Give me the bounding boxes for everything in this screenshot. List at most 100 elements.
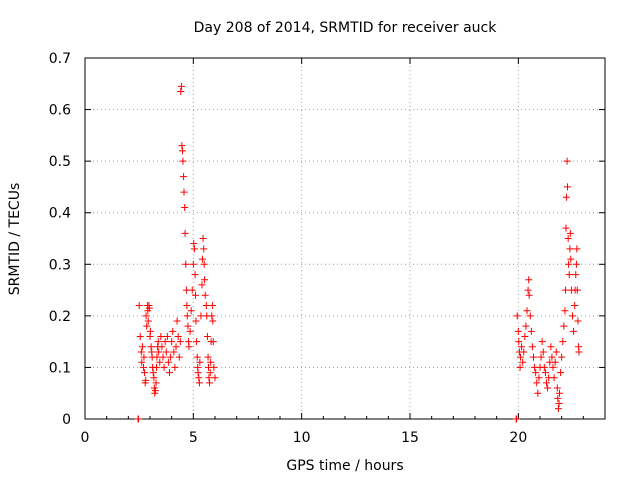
data-point bbox=[513, 312, 521, 320]
data-point bbox=[168, 338, 176, 346]
data-point bbox=[559, 338, 567, 346]
data-point bbox=[182, 286, 190, 294]
data-point bbox=[159, 353, 167, 361]
data-point bbox=[156, 358, 164, 366]
data-point bbox=[569, 312, 576, 320]
data-point bbox=[177, 88, 185, 96]
data-point bbox=[190, 245, 198, 253]
data-point bbox=[562, 224, 570, 232]
data-point bbox=[182, 260, 190, 268]
data-point bbox=[184, 322, 192, 330]
data-point bbox=[144, 317, 152, 325]
data-point bbox=[199, 235, 207, 242]
data-point bbox=[203, 332, 211, 340]
data-point bbox=[205, 374, 213, 382]
data-point bbox=[550, 374, 558, 382]
data-point bbox=[558, 353, 566, 361]
data-point bbox=[565, 260, 573, 268]
data-point bbox=[525, 276, 533, 284]
data-point bbox=[561, 307, 569, 315]
data-point bbox=[138, 358, 146, 366]
data-point bbox=[154, 338, 162, 346]
data-point bbox=[191, 271, 199, 279]
data-point bbox=[192, 317, 200, 325]
data-point bbox=[172, 343, 180, 351]
data-point bbox=[572, 260, 580, 268]
x-tick-label: 20 bbox=[509, 430, 527, 446]
data-point bbox=[183, 302, 191, 310]
data-point bbox=[147, 343, 155, 351]
data-point bbox=[196, 358, 204, 366]
data-point bbox=[194, 369, 202, 377]
data-point bbox=[520, 348, 528, 356]
data-point bbox=[158, 343, 166, 351]
data-point bbox=[181, 229, 189, 237]
data-point bbox=[157, 332, 165, 340]
data-point bbox=[149, 369, 157, 377]
data-point bbox=[528, 343, 536, 351]
data-point bbox=[572, 271, 580, 279]
data-point bbox=[563, 157, 571, 165]
data-point bbox=[175, 353, 183, 361]
data-point bbox=[206, 369, 214, 377]
x-tick-label: 15 bbox=[401, 430, 419, 446]
y-tick-label: 0.4 bbox=[49, 206, 71, 222]
data-point bbox=[174, 332, 182, 340]
data-point bbox=[557, 369, 565, 377]
data-point bbox=[163, 332, 171, 340]
data-point bbox=[556, 389, 563, 397]
data-point bbox=[565, 271, 573, 279]
plot-frame bbox=[84, 57, 606, 420]
data-point bbox=[534, 389, 542, 397]
data-point bbox=[209, 338, 217, 346]
data-point bbox=[571, 302, 579, 310]
data-point bbox=[142, 376, 150, 384]
x-tick-label: 5 bbox=[189, 430, 198, 446]
data-point bbox=[525, 291, 533, 299]
data-point bbox=[206, 379, 214, 387]
data-point bbox=[178, 142, 186, 150]
data-point bbox=[155, 348, 163, 356]
y-tick-label: 0.1 bbox=[49, 360, 71, 376]
data-point bbox=[161, 338, 169, 346]
data-point bbox=[573, 286, 581, 294]
data-point bbox=[179, 157, 187, 165]
data-point bbox=[180, 188, 188, 196]
data-point bbox=[185, 343, 193, 351]
data-point bbox=[551, 358, 559, 366]
data-point bbox=[208, 312, 216, 320]
grid bbox=[85, 58, 605, 419]
data-point bbox=[140, 353, 148, 361]
data-point bbox=[135, 302, 143, 310]
data-point bbox=[202, 302, 210, 310]
data-point bbox=[160, 363, 168, 371]
data-point bbox=[145, 304, 153, 312]
data-point bbox=[190, 240, 198, 248]
x-tick-label: 10 bbox=[293, 430, 311, 446]
data-point bbox=[530, 353, 537, 361]
data-point bbox=[539, 348, 547, 356]
data-point bbox=[547, 343, 555, 351]
data-point bbox=[173, 317, 181, 325]
chart-title: Day 208 of 2014, SRMTID for receiver auc… bbox=[194, 20, 498, 36]
data-point bbox=[209, 317, 217, 325]
data-series bbox=[134, 82, 583, 423]
data-point bbox=[564, 183, 572, 191]
data-point bbox=[200, 245, 208, 253]
data-point bbox=[143, 322, 151, 330]
data-point bbox=[169, 327, 177, 335]
data-point bbox=[197, 312, 205, 320]
data-point bbox=[201, 291, 209, 299]
data-point bbox=[518, 343, 526, 351]
data-point bbox=[574, 317, 582, 325]
data-point bbox=[176, 338, 184, 346]
y-tick-label: 0.5 bbox=[49, 154, 71, 170]
data-point bbox=[183, 312, 191, 320]
data-point bbox=[167, 353, 175, 361]
data-point bbox=[135, 415, 143, 423]
data-point bbox=[566, 245, 574, 253]
data-point bbox=[517, 353, 524, 361]
data-point bbox=[208, 302, 216, 310]
data-point bbox=[200, 260, 208, 268]
